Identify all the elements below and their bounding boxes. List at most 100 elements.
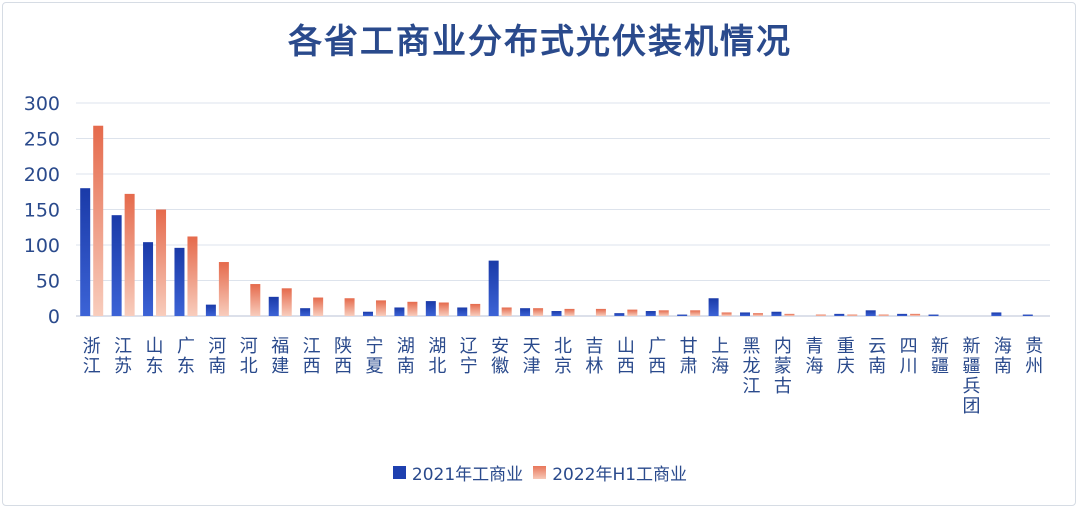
bar-2021-30	[1022, 314, 1033, 316]
x-tick-label: 广西	[648, 336, 666, 377]
x-tick-label: 陕西	[334, 336, 352, 377]
bar-2022h1-20	[721, 312, 732, 316]
bar-2022h1-1	[124, 193, 135, 316]
x-tick-label: 上海	[711, 336, 729, 377]
bar-2022h1-22	[784, 313, 795, 316]
bar-2021-22	[771, 311, 782, 316]
y-axis-ticks: 0 50 100 150 200 250 300	[24, 93, 60, 328]
x-tick-label: 安徽	[491, 336, 509, 377]
x-tick-label: 四川	[900, 336, 918, 377]
bar-2021-21	[740, 312, 751, 316]
x-tick-label: 内蒙古	[774, 336, 792, 397]
bar-2022h1-6	[281, 288, 292, 316]
bar-2021-29	[991, 312, 1002, 316]
bar-2021-24	[834, 313, 845, 316]
x-tick-label: 黑龙江	[743, 336, 761, 397]
x-tick-label: 江苏	[114, 336, 132, 377]
bar-2022h1-23	[815, 314, 826, 316]
bar-2022h1-21	[753, 313, 764, 316]
bar-2021-2	[143, 242, 154, 316]
gridlines	[76, 102, 1050, 317]
x-tick-label: 浙江	[83, 336, 101, 377]
bar-2021-26	[897, 313, 908, 316]
y-tick-label: 50	[36, 271, 60, 293]
x-tick-label: 云南	[868, 336, 886, 377]
y-tick-label: 100	[24, 235, 60, 257]
y-tick-label: 150	[24, 200, 60, 222]
y-tick-label: 200	[24, 164, 60, 186]
x-tick-label: 重庆	[837, 336, 855, 377]
x-tick-label: 广东	[177, 336, 195, 377]
y-tick-label: 300	[24, 93, 60, 115]
x-tick-label: 贵州	[1025, 336, 1043, 377]
bar-2021-6	[268, 296, 279, 316]
bar-2022h1-7	[313, 297, 324, 316]
bar-2021-27	[928, 314, 939, 316]
bar-2022h1-2	[156, 209, 167, 316]
bar-2021-14	[520, 308, 531, 316]
bar-2021-12	[457, 307, 468, 316]
x-tick-label: 吉林	[585, 336, 603, 377]
bar-2021-17	[614, 313, 625, 316]
bar-2022h1-10	[407, 301, 418, 316]
x-tick-label: 辽宁	[460, 336, 478, 377]
x-tick-label: 河南	[208, 336, 226, 377]
x-tick-label: 甘肃	[680, 336, 698, 377]
x-tick-label: 天津	[523, 336, 541, 377]
bar-2022h1-8	[344, 298, 355, 316]
legend-item-2021: 2021年工商业	[392, 460, 524, 485]
bar-2021-15	[551, 311, 562, 316]
bar-2021-11	[425, 301, 436, 316]
bar-2022h1-3	[187, 236, 198, 316]
x-tick-label: 湖北	[428, 336, 446, 377]
legend-swatch-2021	[392, 466, 406, 479]
bar-2021-3	[174, 247, 185, 316]
legend-label-2022h1: 2022年H1工商业	[552, 465, 688, 485]
bar-2022h1-19	[690, 310, 701, 316]
bar-2022h1-13	[501, 307, 512, 316]
bar-2021-0	[80, 188, 91, 316]
legend-swatch-2022h1	[533, 466, 547, 479]
legend-item-2022h1: 2022年H1工商业	[533, 460, 687, 485]
bar-2021-7	[300, 308, 311, 316]
bar-2022h1-15	[564, 308, 575, 316]
bar-2022h1-18	[658, 310, 669, 316]
bar-2021-1	[111, 215, 122, 316]
bar-2021-18	[645, 311, 656, 316]
bar-2022h1-24	[847, 314, 858, 316]
bar-2022h1-14	[533, 308, 544, 316]
x-tick-label: 山东	[146, 336, 164, 377]
bar-2022h1-12	[470, 303, 481, 316]
bars	[80, 125, 1033, 316]
bar-2022h1-0	[93, 125, 104, 316]
bar-2021-20	[708, 298, 719, 316]
bar-2021-25	[865, 310, 876, 316]
x-tick-label: 湖南	[397, 336, 415, 377]
y-tick-label: 250	[24, 129, 60, 151]
bar-2022h1-17	[627, 309, 638, 316]
bar-2021-19	[677, 314, 688, 316]
x-tick-label: 宁夏	[365, 336, 383, 377]
x-tick-label: 福建	[271, 336, 289, 377]
legend-label-2021: 2021年工商业	[411, 465, 524, 485]
bar-2021-10	[394, 307, 405, 316]
y-tick-label: 0	[48, 306, 60, 328]
bar-2021-4	[205, 304, 216, 316]
x-tick-label: 海南	[994, 336, 1012, 377]
bar-2022h1-9	[375, 300, 386, 316]
bar-2021-13	[488, 260, 499, 316]
legend: 2021年工商业 2022年H1工商业	[0, 460, 1080, 485]
bar-2022h1-26	[910, 313, 921, 316]
bar-2022h1-11	[438, 302, 449, 316]
x-tick-label: 河北	[240, 336, 258, 377]
x-tick-label: 山西	[617, 336, 635, 377]
x-tick-label: 江西	[303, 336, 321, 377]
bar-2022h1-16	[595, 308, 606, 316]
bar-2022h1-25	[878, 314, 889, 316]
bar-2022h1-4	[218, 262, 229, 316]
bar-2021-9	[362, 311, 373, 316]
x-tick-label: 新疆兵团	[962, 336, 980, 417]
chart-title: 各省工商业分布式光伏装机情况	[288, 22, 792, 62]
x-tick-label: 青海	[805, 336, 823, 377]
